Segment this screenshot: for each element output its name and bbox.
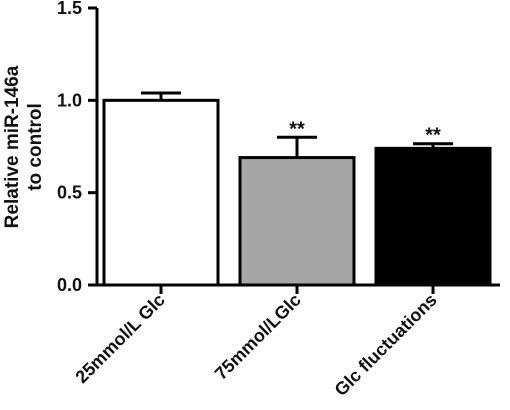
y-axis-title: Relative miR-146a to control [2, 65, 46, 228]
x-category-label: Glc fluctuations [331, 290, 441, 400]
bars: ** ** [102, 91, 492, 294]
y-axis-title-line-2: to control [25, 103, 46, 191]
y-tick-label: 1.0 [57, 90, 82, 110]
significance-marker: ** [289, 118, 305, 140]
x-category-label: 75mmol/LGlc [211, 290, 305, 384]
y-tick-label: 0.0 [57, 275, 82, 295]
y-tick-label: 0.5 [57, 183, 82, 203]
x-axis-category-labels: 25mmol/L Glc 75mmol/LGlc Glc fluctuations [71, 290, 440, 400]
bar-1 [102, 98, 220, 287]
y-axis-ticks: 0.0 0.5 1.0 1.5 [57, 0, 97, 295]
bar-3 [374, 146, 492, 287]
y-tick-label: 1.5 [57, 0, 82, 18]
significance-marker: ** [425, 125, 441, 147]
x-category-label: 25mmol/L Glc [71, 290, 168, 387]
bar-2 [238, 156, 356, 287]
y-axis-title-line-1: Relative miR-146a [2, 65, 23, 228]
